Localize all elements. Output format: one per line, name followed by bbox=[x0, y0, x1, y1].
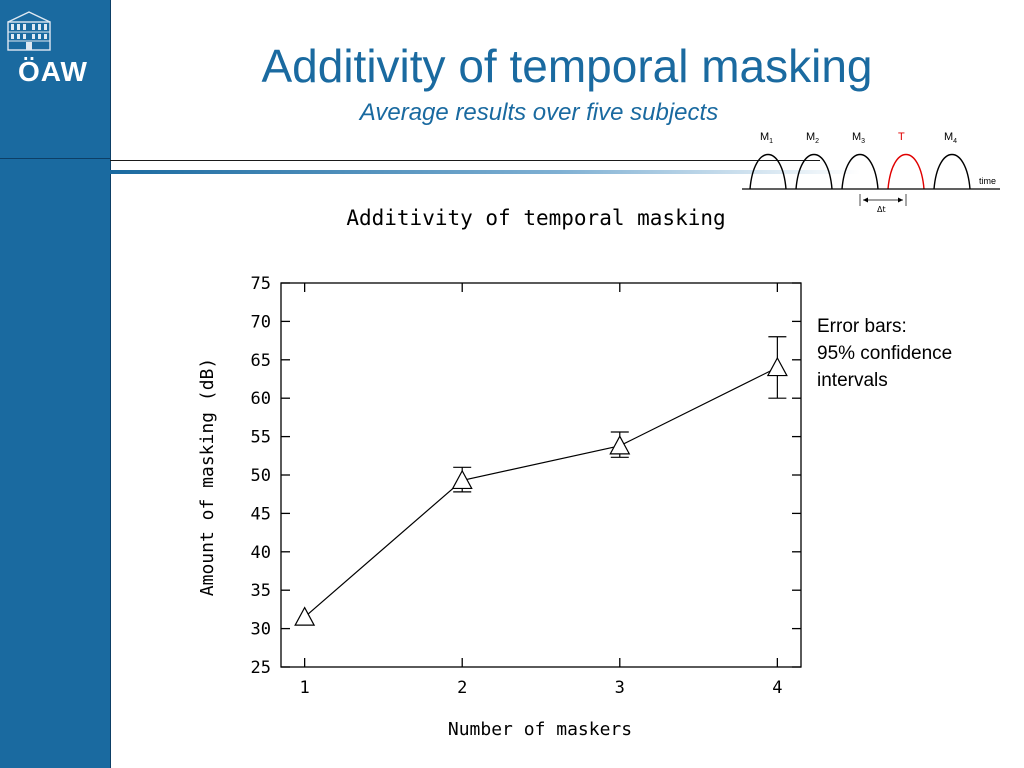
inset-envelope-label: M1 bbox=[760, 131, 773, 145]
y-tick-label: 75 bbox=[251, 274, 271, 294]
header-gradient-rule bbox=[110, 170, 860, 174]
y-tick-label: 35 bbox=[251, 581, 271, 601]
note-line-2: 95% confidence bbox=[817, 343, 953, 364]
inset-envelope-label: M4 bbox=[944, 131, 957, 145]
y-tick-label: 30 bbox=[251, 620, 271, 640]
y-tick-label: 60 bbox=[251, 389, 271, 409]
data-point-triangle bbox=[451, 469, 473, 490]
note-line-1: Error bars: bbox=[817, 316, 907, 337]
inset-envelope bbox=[841, 154, 879, 190]
inset-time-label: time bbox=[979, 176, 996, 186]
y-axis-label: Amount of masking (dB) bbox=[197, 358, 218, 596]
x-tick-label: 2 bbox=[457, 678, 467, 698]
x-tick-label: 3 bbox=[615, 678, 625, 698]
logo-text: ÖAW bbox=[18, 56, 88, 87]
error-bar-note: Error bars: 95% confidence intervals bbox=[817, 313, 952, 394]
data-point-triangle bbox=[294, 606, 316, 626]
plot-frame bbox=[280, 282, 802, 668]
slide-title: Additivity of temporal masking bbox=[261, 40, 873, 92]
inset-envelope-label: T bbox=[898, 131, 905, 143]
inset-envelope-label: M2 bbox=[806, 131, 819, 145]
inset-delta-arrowhead-left bbox=[863, 197, 868, 203]
y-tick-label: 25 bbox=[251, 658, 271, 678]
header-rule bbox=[110, 160, 820, 161]
plot-area: 25 30 35 40 45 50 55 60 65 70 75 1 2 3 4 bbox=[251, 274, 802, 698]
data-point-triangle bbox=[766, 356, 788, 377]
slide-subtitle: Average results over five subjects bbox=[359, 99, 719, 126]
x-tick-label: 4 bbox=[772, 678, 782, 698]
inset-delta-label: Δt bbox=[877, 205, 886, 214]
x-tick-label: 1 bbox=[300, 678, 310, 698]
inset-delta-arrowhead-right bbox=[898, 197, 903, 203]
y-tick-label: 70 bbox=[251, 312, 271, 332]
inset-envelope bbox=[795, 154, 833, 190]
inset-arches: M1 M2 M3 T M4 bbox=[749, 131, 971, 190]
inset-envelope-label: M3 bbox=[852, 131, 865, 145]
note-line-3: intervals bbox=[817, 370, 888, 391]
y-tick-label: 45 bbox=[251, 504, 271, 524]
series-line bbox=[304, 366, 778, 618]
sidebar: ÖAW bbox=[0, 0, 111, 768]
x-axis-label: Number of maskers bbox=[448, 719, 632, 740]
y-tick-label: 65 bbox=[251, 351, 271, 371]
chart-title: Additivity of temporal masking bbox=[346, 206, 725, 230]
y-tick-label: 55 bbox=[251, 428, 271, 448]
academy-building-icon bbox=[7, 11, 51, 51]
inset-envelope bbox=[749, 154, 787, 190]
y-tick-label: 50 bbox=[251, 466, 271, 486]
data-point-triangle bbox=[609, 435, 631, 455]
y-tick-label: 40 bbox=[251, 543, 271, 563]
masking-chart: Additivity of temporal masking 25 30 35 40 4… bbox=[197, 206, 802, 740]
logo-area: ÖAW bbox=[0, 0, 110, 159]
inset-envelope bbox=[887, 154, 925, 190]
masker-timing-inset: M1 M2 M3 T M4 time Δt bbox=[742, 131, 1000, 214]
inset-envelope bbox=[933, 154, 971, 190]
